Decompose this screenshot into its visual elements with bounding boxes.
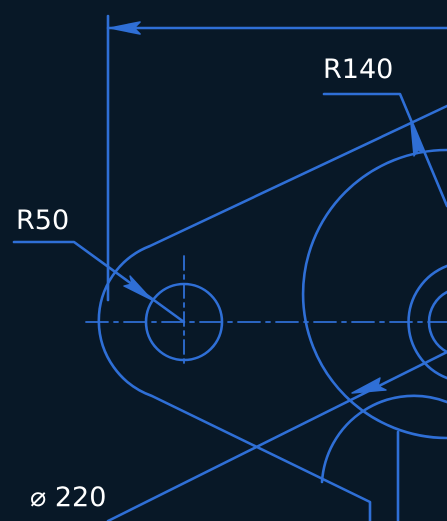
- dimension-label-r140: R140: [323, 54, 394, 85]
- arrow-d220: [351, 377, 387, 394]
- arrow-r50: [123, 275, 153, 301]
- inner-arc: [427, 290, 447, 354]
- part-outline: [97, 104, 447, 521]
- middle-arc: [407, 264, 447, 380]
- dimension-arrow-top: [109, 21, 141, 35]
- small-hole: [144, 282, 224, 362]
- leader-r140: [322, 92, 447, 208]
- dimension-label-r50: R50: [16, 205, 70, 236]
- leader-d220: [106, 350, 447, 521]
- dimension-label-diameter-220: ⌀ 220: [30, 482, 107, 513]
- arrow-r140: [410, 123, 425, 157]
- outer-arc-r140: [301, 148, 447, 440]
- lower-boss-arc: [320, 394, 447, 484]
